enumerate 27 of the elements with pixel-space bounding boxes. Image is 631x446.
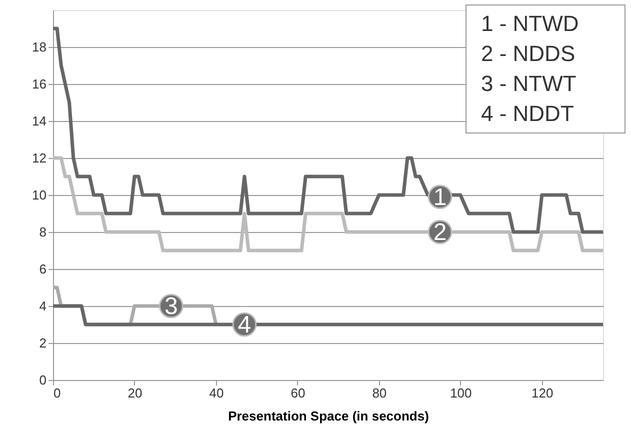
y-tick-label: 10 bbox=[32, 188, 46, 202]
annotation: 2 bbox=[433, 219, 447, 246]
y-tick-label: 6 bbox=[39, 262, 46, 276]
annotation: 3 - NTWT bbox=[481, 71, 576, 96]
line-series bbox=[51, 156, 605, 252]
x-tick-label: 100 bbox=[450, 386, 472, 400]
y-tick-label: 4 bbox=[39, 298, 46, 314]
annotation: 3 bbox=[164, 293, 178, 320]
annotation: 4 bbox=[238, 312, 252, 338]
x-tick-label: 0 bbox=[54, 386, 61, 400]
x-axis-title: Presentation Space (in seconds) bbox=[228, 408, 429, 424]
annotation: 4 - NDDT bbox=[481, 101, 574, 126]
y-tick-label: 16 bbox=[32, 76, 46, 92]
y-tick-label: 18 bbox=[32, 40, 46, 54]
y-tick-label: 12 bbox=[32, 150, 46, 166]
x-tick-label: 120 bbox=[532, 386, 554, 400]
annotation: 1 - NTWD bbox=[481, 11, 579, 36]
y-tick-label: 8 bbox=[39, 224, 46, 240]
annotation: 1 bbox=[433, 184, 447, 211]
x-tick-label: 80 bbox=[372, 386, 387, 400]
x-tick-label: 40 bbox=[209, 386, 224, 400]
x-tick-label: 20 bbox=[128, 386, 142, 400]
x-tick-label: 60 bbox=[290, 386, 306, 400]
annotation: 2 - NDDS bbox=[481, 41, 576, 66]
y-tick-label: 2 bbox=[39, 336, 46, 350]
y-tick-label: 14 bbox=[32, 114, 46, 128]
y-tick-label: 0 bbox=[39, 372, 46, 388]
